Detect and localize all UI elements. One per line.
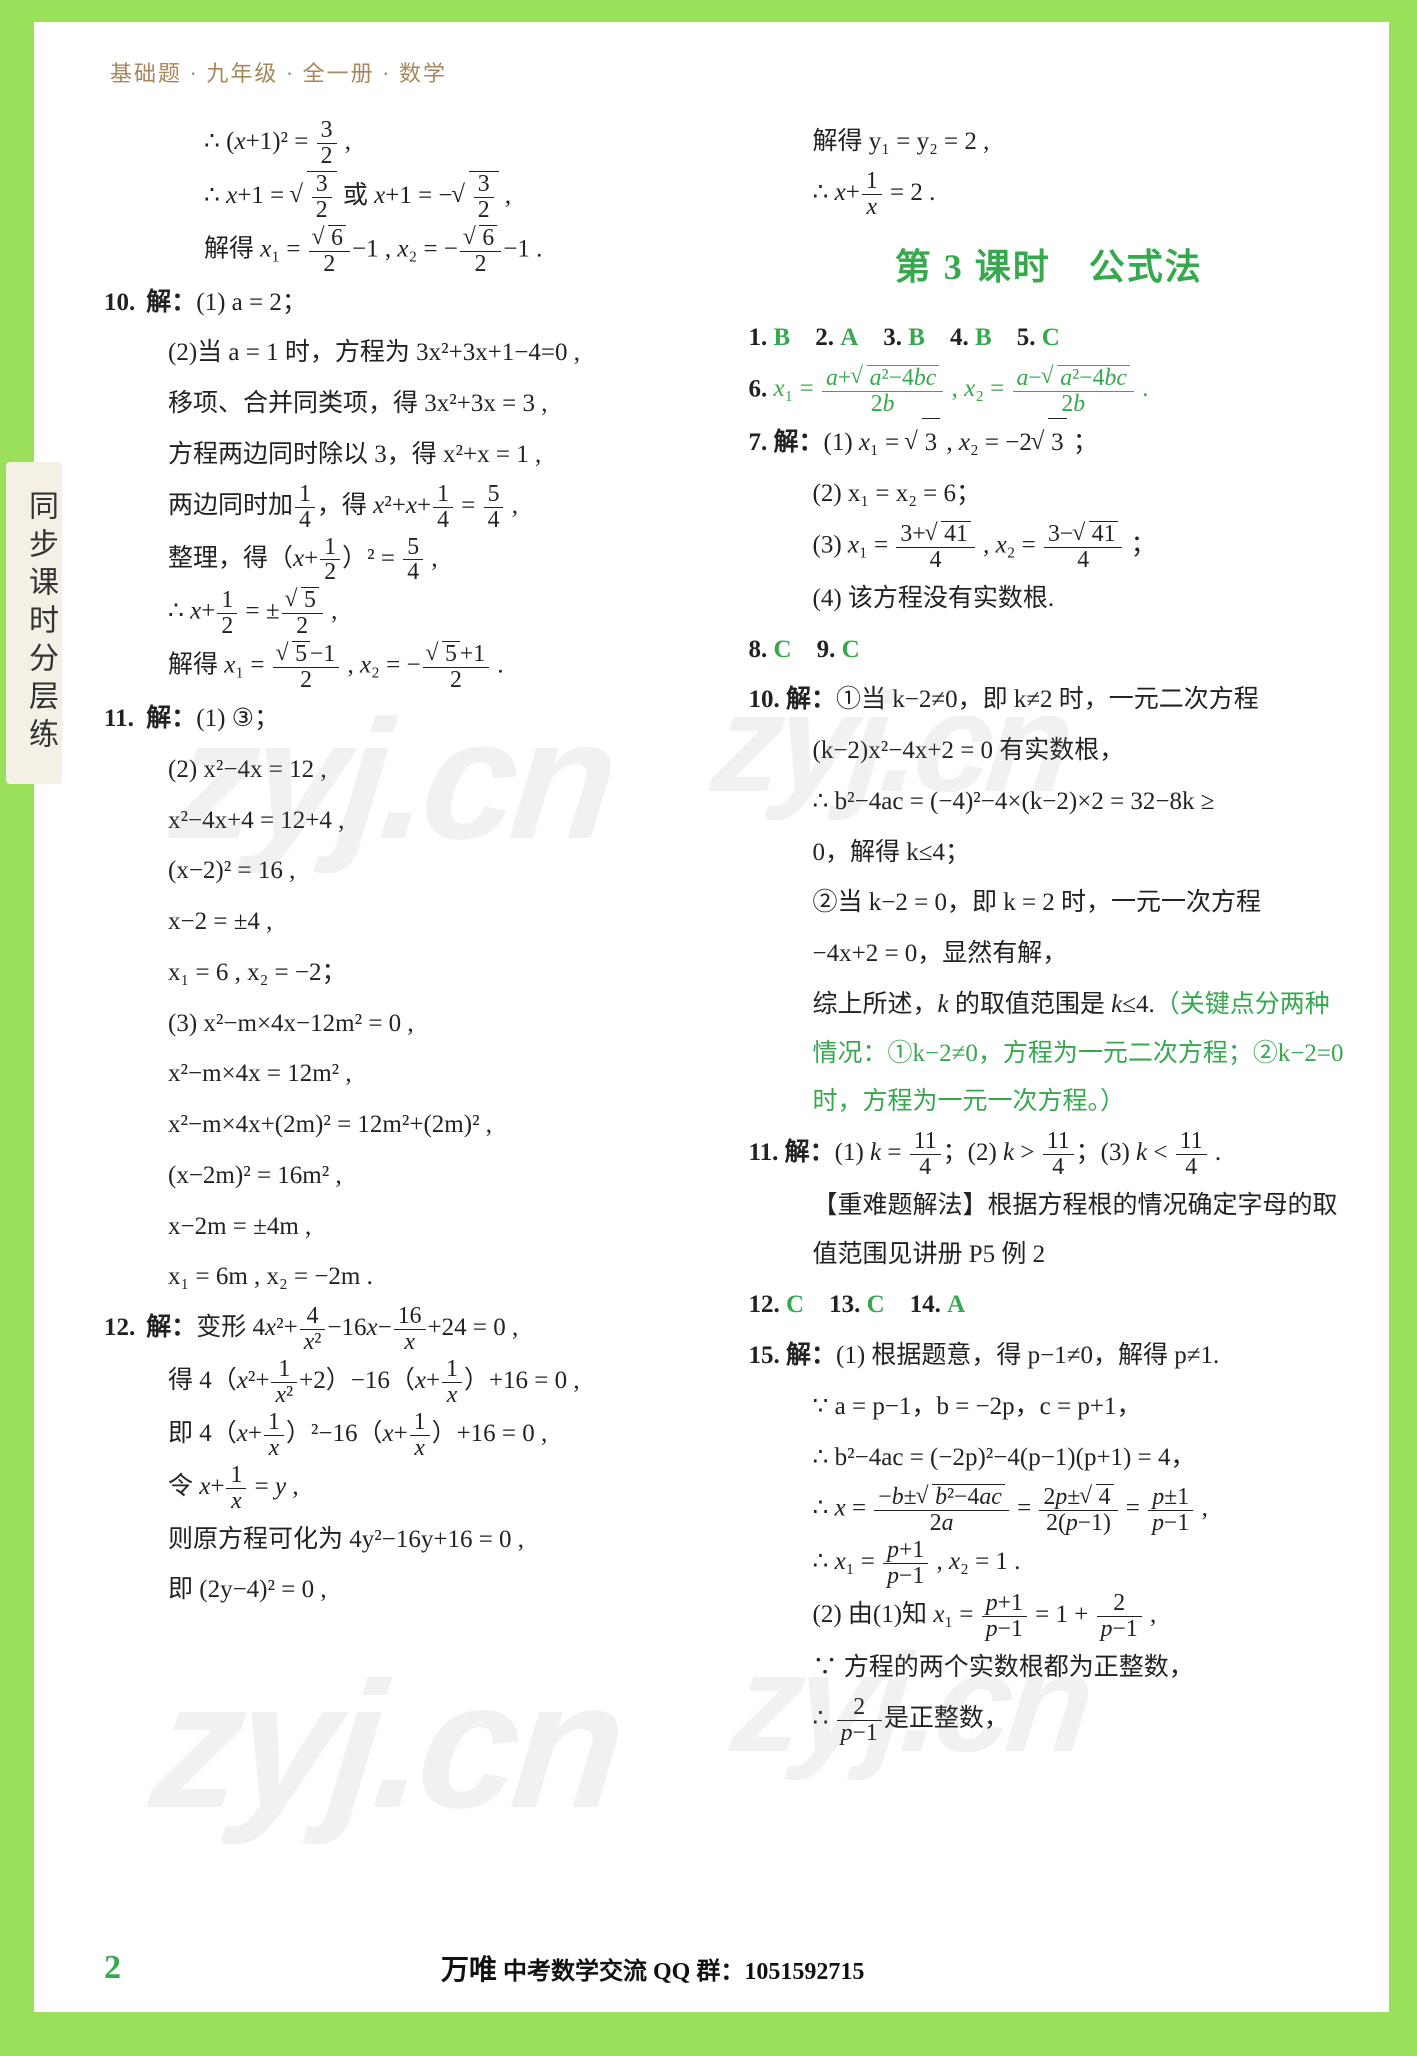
- answer-row: 8. C 9. C: [749, 626, 1350, 675]
- math-line: 0，解得 k≤4；: [749, 829, 1350, 878]
- math-line: 得 4（x²+1x²+2）−16（x+1x）+16 = 0 ,: [104, 1357, 705, 1408]
- page: 同步课时分层练 基础题 · 九年级 · 全一册 · 数学 ∴ (x+1)² = …: [34, 22, 1389, 2012]
- math-line: ∴ x+1 = 32 或 x+1 = −32 ,: [104, 171, 705, 223]
- math-line: x−2 = ±4 ,: [104, 898, 705, 947]
- math-line: ②当 k−2 = 0，即 k = 2 时，一元一次方程: [749, 879, 1350, 928]
- math-line: 令 x+1x = y ,: [104, 1463, 705, 1514]
- math-line: 解得 y₁ = y₂ = 2 ,: [749, 118, 1350, 167]
- math-line: 综上所述，k 的取值范围是 k≤4.（关键点分两种情况：①k−2≠0，方程为一元…: [749, 981, 1350, 1127]
- math-line: ∴ (x+1)² = 32 ,: [104, 118, 705, 169]
- math-line: x²−m×4x = 12m² ,: [104, 1050, 705, 1099]
- math-line: 移项、合并同类项，得 3x²+3x = 3 ,: [104, 380, 705, 429]
- q11-line: 11. 解：(1) ③；: [104, 695, 705, 744]
- math-line: (3) x₁ = 3+414 , x₂ = 3−414 ；: [749, 521, 1350, 573]
- math-line: x²−m×4x+(2m)² = 12m²+(2m)² ,: [104, 1101, 705, 1150]
- math-line: (x−2)² = 16 ,: [104, 847, 705, 896]
- note-line: 【重难题解法】根据方程根的情况确定字母的取值范围见讲册 P5 例 2: [749, 1182, 1350, 1280]
- q10r-line: 10. 解：①当 k−2≠0，即 k≠2 时，一元二次方程: [749, 676, 1350, 725]
- answer-row: 12. C 13. C 14. A: [749, 1281, 1350, 1330]
- math-line: ∴ x+12 = ±52 ,: [104, 587, 705, 639]
- math-line: ∴ 2p−1是正整数，: [749, 1695, 1350, 1746]
- math-line: (2) x²−4x = 12 ,: [104, 746, 705, 795]
- math-line: ∵ 方程的两个实数根都为正整数，: [749, 1644, 1350, 1693]
- q12-line: 12. 解：变形 4x²+4x²−16x−16x+24 = 0 ,: [104, 1304, 705, 1355]
- q10-line: 10. 解：(1) a = 2；: [104, 279, 705, 328]
- sidebar-label: 同步课时分层练: [6, 462, 62, 784]
- section-title: 第 3 课时 公式法: [749, 232, 1350, 302]
- math-line: 解得 x₁ = 5−12 , x₂ = −5+12 .: [104, 641, 705, 693]
- math-line: 即 (2y−4)² = 0 ,: [104, 1566, 705, 1615]
- math-line: 即 4（x+1x）²−16（x+1x）+16 = 0 ,: [104, 1410, 705, 1461]
- footer: 2 万唯中考数学交流 QQ 群：1051592715: [104, 1948, 1349, 1988]
- page-header: 基础题 · 九年级 · 全一册 · 数学: [104, 56, 1349, 88]
- math-line: −4x+2 = 0，显然有解，: [749, 930, 1350, 979]
- math-line: (4) 该方程没有实数根.: [749, 575, 1350, 624]
- math-line: ∴ x₁ = p+1p−1 , x₂ = 1 .: [749, 1538, 1350, 1589]
- math-line: ∴ b²−4ac = (−2p)²−4(p−1)(p+1) = 4，: [749, 1434, 1350, 1483]
- math-line: (2) 由(1)知 x₁ = p+1p−1 = 1 + 2p−1 ,: [749, 1591, 1350, 1642]
- q6-line: 6. x₁ = a+a²−4bc2b , x₂ = a−a²−4bc2b .: [749, 365, 1350, 417]
- math-line: x₁ = 6m , x₂ = −2m .: [104, 1253, 705, 1302]
- answer-row: 1. B 2. A 3. B 4. B 5. C: [749, 314, 1350, 363]
- math-line: (3) x²−m×4x−12m² = 0 ,: [104, 1000, 705, 1049]
- math-line: x₁ = 6 , x₂ = −2；: [104, 949, 705, 998]
- math-line: 解得 x₁ = 62−1 , x₂ = −62−1 .: [104, 225, 705, 277]
- page-number: 2: [104, 1949, 121, 1987]
- content-columns: ∴ (x+1)² = 32 , ∴ x+1 = 32 或 x+1 = −32 ,…: [104, 116, 1349, 1982]
- footer-text: 万唯中考数学交流 QQ 群：1051592715: [441, 1948, 864, 1988]
- math-line: 方程两边同时除以 3，得 x²+x = 1 ,: [104, 431, 705, 480]
- math-line: (x−2m)² = 16m² ,: [104, 1152, 705, 1201]
- math-line: 两边同时加14，得 x²+x+14 = 54 ,: [104, 482, 705, 533]
- q7-line: 7. 解：(1) x₁ = 3 , x₂ = −23 ；: [749, 418, 1350, 468]
- right-column: 解得 y₁ = y₂ = 2 , ∴ x+1x = 2 . 第 3 课时 公式法…: [749, 116, 1350, 1982]
- q15-line: 15. 解：(1) 根据题意，得 p−1≠0，解得 p≠1.: [749, 1332, 1350, 1381]
- math-line: ∴ x = −b±b²−4ac2a = 2p±42(p−1) = p±1p−1 …: [749, 1484, 1350, 1536]
- math-line: ∴ x+1x = 2 .: [749, 169, 1350, 220]
- math-line: (2) x₁ = x₂ = 6；: [749, 470, 1350, 519]
- math-line: x²−4x+4 = 12+4 ,: [104, 797, 705, 846]
- math-line: ∵ a = p−1，b = −2p，c = p+1，: [749, 1383, 1350, 1432]
- math-line: (k−2)x²−4x+2 = 0 有实数根，: [749, 727, 1350, 776]
- math-line: (2)当 a = 1 时，方程为 3x²+3x+1−4=0 ,: [104, 329, 705, 378]
- math-line: x−2m = ±4m ,: [104, 1203, 705, 1252]
- left-column: ∴ (x+1)² = 32 , ∴ x+1 = 32 或 x+1 = −32 ,…: [104, 116, 705, 1982]
- math-line: 整理，得（x+12）² = 54 ,: [104, 535, 705, 586]
- q11r-line: 11. 解：(1) k = 114；(2) k > 114；(3) k < 11…: [749, 1129, 1350, 1180]
- math-line: ∴ b²−4ac = (−4)²−4×(k−2)×2 = 32−8k ≥: [749, 778, 1350, 827]
- math-line: 则原方程可化为 4y²−16y+16 = 0 ,: [104, 1516, 705, 1565]
